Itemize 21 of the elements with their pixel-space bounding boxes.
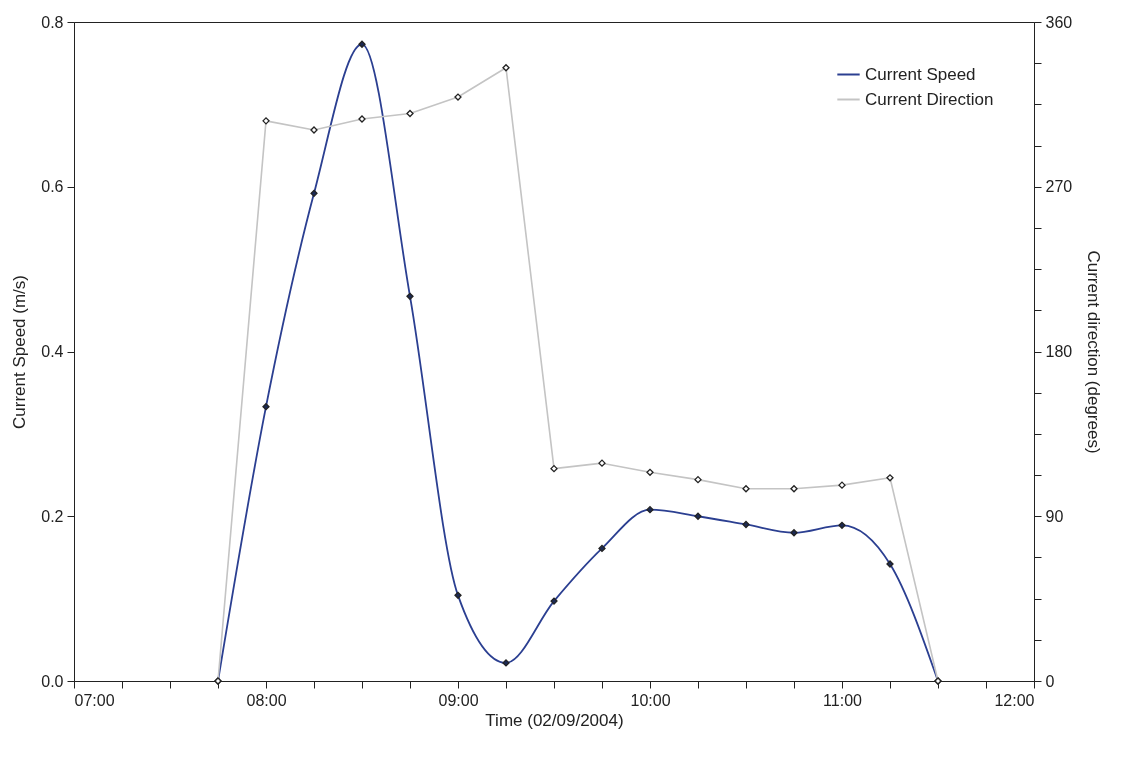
- y2-tick-label: 360: [1045, 13, 1073, 31]
- x-tick-label: 11:00: [823, 691, 863, 709]
- x-tick-label: 09:00: [438, 691, 479, 709]
- y-tick-label: 0.6: [41, 178, 64, 196]
- legend-label: Current Speed: [865, 64, 976, 84]
- y2-tick-label: 270: [1045, 178, 1073, 196]
- x-tick-label: 07:00: [74, 691, 115, 709]
- y2-tick-label: 0: [1045, 672, 1055, 690]
- y-tick-label: 0.2: [41, 507, 64, 525]
- x-tick-label: 12:00: [994, 691, 1035, 709]
- y2-tick-label: 180: [1045, 343, 1073, 360]
- y-tick-label: 0.8: [41, 13, 64, 31]
- y-axis-title: Current Speed (m/s): [10, 275, 30, 429]
- y-tick-label: 0.4: [41, 343, 64, 360]
- legend-label: Current Direction: [865, 89, 994, 109]
- x-tick-label: 08:00: [246, 691, 287, 709]
- y2-tick-label: 90: [1045, 507, 1064, 525]
- x-axis-title: Time (02/09/2004): [485, 710, 624, 730]
- y2-axis-title: Current direction (degrees): [1084, 250, 1104, 454]
- y-tick-label: 0.0: [41, 672, 64, 690]
- x-tick-label: 10:00: [630, 691, 671, 709]
